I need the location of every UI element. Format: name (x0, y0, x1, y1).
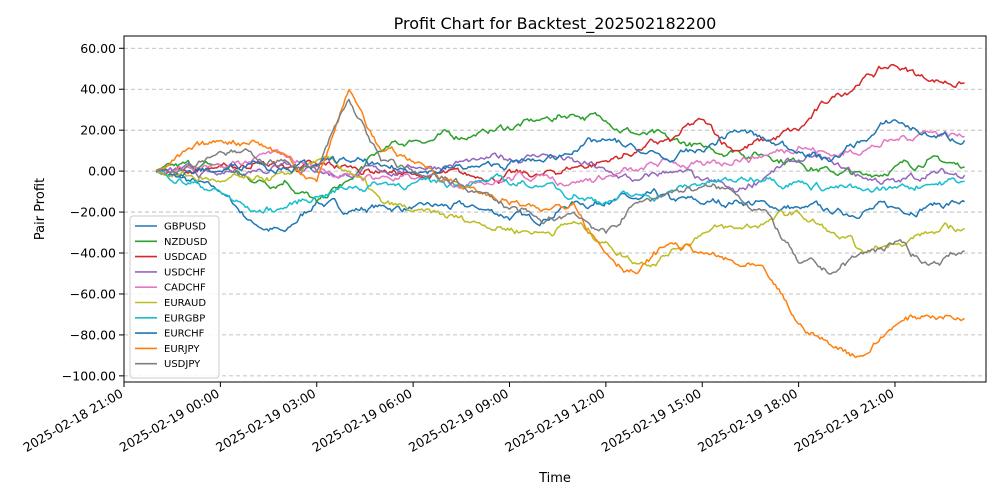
legend: GBPUSD NZDUSD USDCAD USDCHF CADCHF EURAUD EURG… (129, 215, 220, 379)
y-tick-label: −60.00 (70, 286, 116, 301)
y-tick-label: 20.00 (80, 123, 116, 138)
y-tick-label: −100.00 (62, 368, 116, 383)
x-tick-label: 2025-02-19 12:00 (502, 386, 607, 455)
series-lines (155, 63, 966, 359)
legend-label: EURJPY (164, 344, 200, 355)
legend-label: CADCHF (164, 283, 206, 294)
x-tick-label: 2025-02-18 21:00 (20, 386, 125, 455)
y-axis-ticks: 60.00 40.00 20.00 0.00 −20.00 −40.00 −60.00 −80… (62, 41, 124, 383)
x-tick-label: 2025-02-19 15:00 (599, 386, 704, 455)
x-tick-label: 2025-02-19 00:00 (117, 386, 222, 455)
x-tick-label: 2025-02-19 09:00 (406, 386, 511, 455)
x-tick-label: 2025-02-19 18:00 (695, 386, 800, 455)
legend-label: USDCHF (164, 267, 206, 278)
y-tick-label: 60.00 (80, 41, 116, 56)
series-line-eurjpy (155, 89, 965, 359)
legend-label: GBPUSD (164, 222, 206, 233)
y-axis-label: Pair Profit (33, 178, 48, 240)
series-line-nzdusd (156, 111, 965, 203)
y-tick-label: −20.00 (70, 205, 116, 220)
series-line-gbpusd (155, 170, 965, 233)
x-tick-label: 2025-02-19 21:00 (791, 386, 896, 455)
series-line-cadchf (156, 130, 965, 190)
plot-frame (123, 35, 987, 383)
series-line-eurgbp (155, 169, 965, 214)
series-line-usdjpy (155, 98, 965, 275)
y-tick-label: 40.00 (80, 82, 116, 97)
y-tick-label: 0.00 (88, 164, 116, 179)
y-tick-label: −80.00 (70, 327, 116, 342)
chart-title: Profit Chart for Backtest_202502182200 (394, 14, 717, 34)
legend-label: USDCAD (164, 252, 207, 263)
legend-label: EURGBP (164, 313, 205, 324)
y-tick-label: −40.00 (70, 246, 116, 261)
legend-label: EURAUD (164, 298, 206, 309)
x-tick-label: 2025-02-19 03:00 (213, 386, 318, 455)
legend-label: EURCHF (164, 329, 205, 340)
series-line-eurchf (155, 119, 966, 178)
x-axis-label: Time (538, 471, 571, 486)
series-line-euraud (155, 155, 965, 268)
legend-label: USDJPY (164, 359, 201, 370)
legend-label: NZDUSD (164, 237, 208, 248)
x-tick-label: 2025-02-19 06:00 (310, 386, 415, 455)
grid-lines (124, 47, 986, 377)
